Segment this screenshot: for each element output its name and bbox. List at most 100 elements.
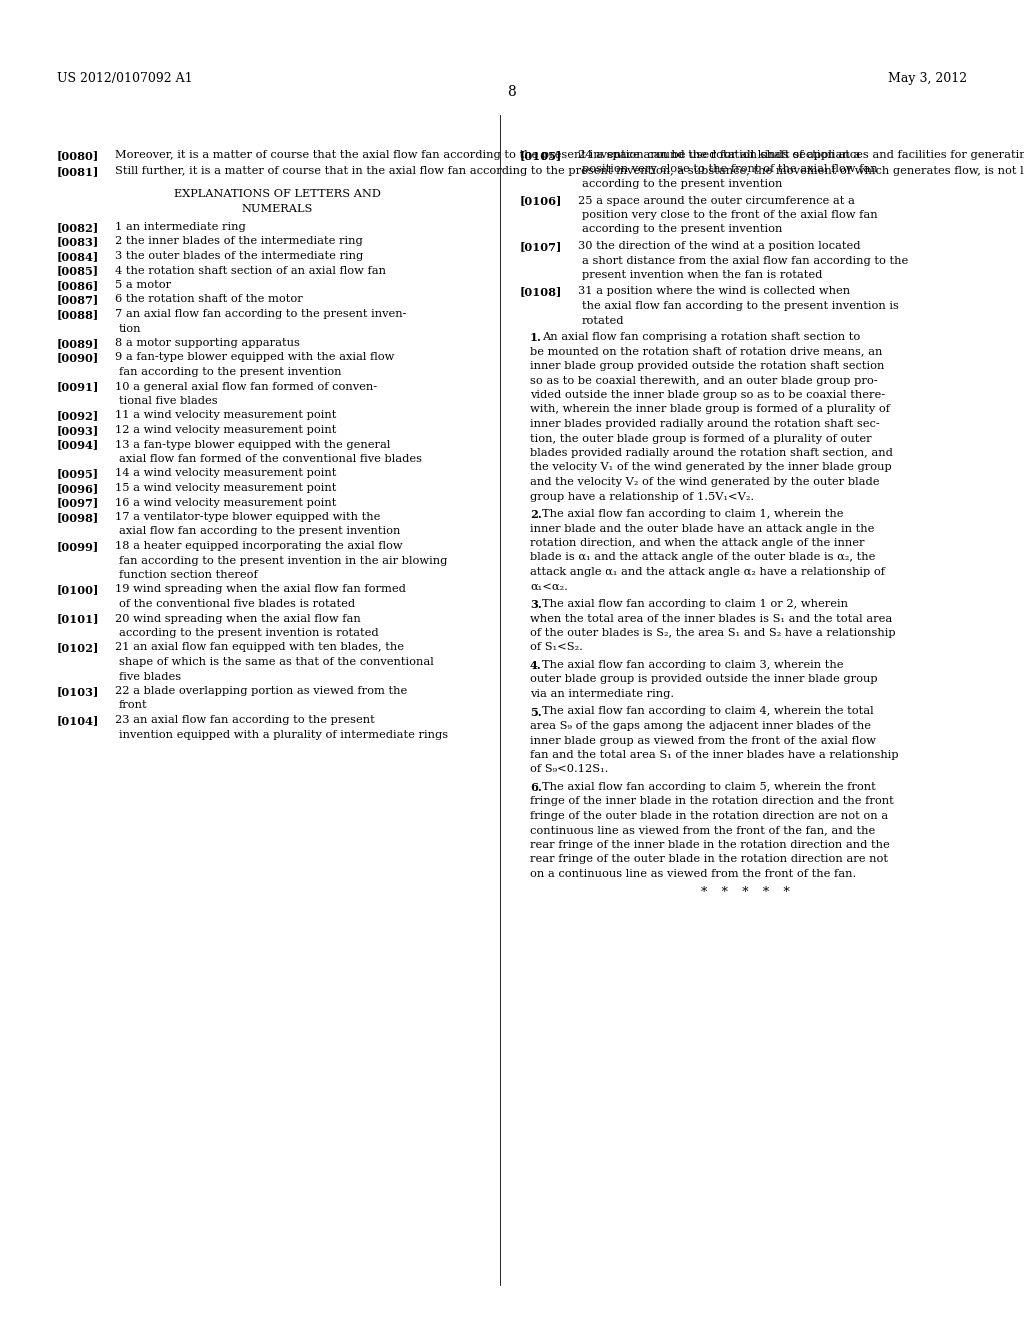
Text: The axial flow fan according to claim 3, wherein the: The axial flow fan according to claim 3,… — [542, 660, 844, 671]
Text: axial flow fan formed of the conventional five blades: axial flow fan formed of the conventiona… — [119, 454, 422, 465]
Text: [0080]: [0080] — [57, 150, 99, 161]
Text: of S₁<S₂.: of S₁<S₂. — [530, 643, 583, 652]
Text: 13 a fan-type blower equipped with the general: 13 a fan-type blower equipped with the g… — [115, 440, 390, 450]
Text: outer blade group is provided outside the inner blade group: outer blade group is provided outside th… — [530, 675, 878, 685]
Text: 7 an axial flow fan according to the present inven-: 7 an axial flow fan according to the pre… — [115, 309, 407, 319]
Text: 22 a blade overlapping portion as viewed from the: 22 a blade overlapping portion as viewed… — [115, 686, 408, 696]
Text: The axial flow fan according to claim 4, wherein the total: The axial flow fan according to claim 4,… — [542, 706, 873, 717]
Text: 1.: 1. — [530, 333, 542, 343]
Text: with, wherein the inner blade group is formed of a plurality of: with, wherein the inner blade group is f… — [530, 404, 890, 414]
Text: [0092]: [0092] — [57, 411, 99, 421]
Text: tion, the outer blade group is formed of a plurality of outer: tion, the outer blade group is formed of… — [530, 433, 871, 444]
Text: rear fringe of the inner blade in the rotation direction and the: rear fringe of the inner blade in the ro… — [530, 840, 890, 850]
Text: Still further, it is a matter of course that in the axial flow fan according to : Still further, it is a matter of course … — [115, 166, 1024, 177]
Text: 21 an axial flow fan equipped with ten blades, the: 21 an axial flow fan equipped with ten b… — [115, 643, 404, 652]
Text: the axial flow fan according to the present invention is: the axial flow fan according to the pres… — [582, 301, 899, 312]
Text: [0091]: [0091] — [57, 381, 99, 392]
Text: [0108]: [0108] — [520, 286, 562, 297]
Text: [0096]: [0096] — [57, 483, 99, 494]
Text: [0098]: [0098] — [57, 512, 99, 523]
Text: invention equipped with a plurality of intermediate rings: invention equipped with a plurality of i… — [119, 730, 449, 739]
Text: [0083]: [0083] — [57, 236, 99, 248]
Text: The axial flow fan according to claim 5, wherein the front: The axial flow fan according to claim 5,… — [542, 781, 876, 792]
Text: [0089]: [0089] — [57, 338, 99, 348]
Text: 2.: 2. — [530, 510, 542, 520]
Text: [0081]: [0081] — [57, 166, 99, 177]
Text: 11 a wind velocity measurement point: 11 a wind velocity measurement point — [115, 411, 336, 421]
Text: tion: tion — [119, 323, 141, 334]
Text: 15 a wind velocity measurement point: 15 a wind velocity measurement point — [115, 483, 336, 492]
Text: [0085]: [0085] — [57, 265, 99, 276]
Text: group have a relationship of 1.5V₁<V₂.: group have a relationship of 1.5V₁<V₂. — [530, 491, 754, 502]
Text: 16 a wind velocity measurement point: 16 a wind velocity measurement point — [115, 498, 336, 507]
Text: front: front — [119, 701, 147, 710]
Text: vided outside the inner blade group so as to be coaxial there-: vided outside the inner blade group so a… — [530, 389, 885, 400]
Text: tional five blades: tional five blades — [119, 396, 218, 407]
Text: inner blade group as viewed from the front of the axial flow: inner blade group as viewed from the fro… — [530, 735, 876, 746]
Text: rear fringe of the outer blade in the rotation direction are not: rear fringe of the outer blade in the ro… — [530, 854, 888, 865]
Text: [0100]: [0100] — [57, 585, 99, 595]
Text: [0101]: [0101] — [57, 614, 99, 624]
Text: 9 a fan-type blower equipped with the axial flow: 9 a fan-type blower equipped with the ax… — [115, 352, 394, 363]
Text: function section thereof: function section thereof — [119, 570, 258, 579]
Text: 8 a motor supporting apparatus: 8 a motor supporting apparatus — [115, 338, 300, 348]
Text: The axial flow fan according to claim 1, wherein the: The axial flow fan according to claim 1,… — [542, 510, 844, 519]
Text: 30 the direction of the wind at a position located: 30 the direction of the wind at a positi… — [578, 242, 860, 251]
Text: area S₉ of the gaps among the adjacent inner blades of the: area S₉ of the gaps among the adjacent i… — [530, 721, 871, 731]
Text: position very close to the front of the axial flow fan: position very close to the front of the … — [582, 165, 878, 174]
Text: 5.: 5. — [530, 706, 542, 718]
Text: shape of which is the same as that of the conventional: shape of which is the same as that of th… — [119, 657, 434, 667]
Text: inner blades provided radially around the rotation shaft sec-: inner blades provided radially around th… — [530, 418, 880, 429]
Text: [0093]: [0093] — [57, 425, 99, 436]
Text: 3 the outer blades of the intermediate ring: 3 the outer blades of the intermediate r… — [115, 251, 364, 261]
Text: of the conventional five blades is rotated: of the conventional five blades is rotat… — [119, 599, 355, 609]
Text: axial flow fan according to the present invention: axial flow fan according to the present … — [119, 527, 400, 536]
Text: 24 a space around the rotation shaft section at a: 24 a space around the rotation shaft sec… — [578, 150, 860, 160]
Text: inner blade and the outer blade have an attack angle in the: inner blade and the outer blade have an … — [530, 524, 874, 533]
Text: attack angle α₁ and the attack angle α₂ have a relationship of: attack angle α₁ and the attack angle α₂ … — [530, 568, 885, 577]
Text: according to the present invention: according to the present invention — [582, 180, 782, 189]
Text: [0087]: [0087] — [57, 294, 99, 305]
Text: five blades: five blades — [119, 672, 181, 681]
Text: fan according to the present invention in the air blowing: fan according to the present invention i… — [119, 556, 447, 565]
Text: *   *   *   *   *: * * * * * — [700, 887, 790, 899]
Text: so as to be coaxial therewith, and an outer blade group pro-: so as to be coaxial therewith, and an ou… — [530, 375, 878, 385]
Text: of S₉<0.12S₁.: of S₉<0.12S₁. — [530, 764, 608, 775]
Text: according to the present invention: according to the present invention — [582, 224, 782, 235]
Text: 4 the rotation shaft section of an axial flow fan: 4 the rotation shaft section of an axial… — [115, 265, 386, 276]
Text: Moreover, it is a matter of course that the axial flow fan according to the pres: Moreover, it is a matter of course that … — [115, 150, 1024, 160]
Text: 20 wind spreading when the axial flow fan: 20 wind spreading when the axial flow fa… — [115, 614, 360, 623]
Text: May 3, 2012: May 3, 2012 — [888, 73, 967, 84]
Text: 12 a wind velocity measurement point: 12 a wind velocity measurement point — [115, 425, 336, 436]
Text: via an intermediate ring.: via an intermediate ring. — [530, 689, 674, 700]
Text: [0086]: [0086] — [57, 280, 99, 290]
Text: rotated: rotated — [582, 315, 625, 326]
Text: inner blade group provided outside the rotation shaft section: inner blade group provided outside the r… — [530, 360, 885, 371]
Text: continuous line as viewed from the front of the fan, and the: continuous line as viewed from the front… — [530, 825, 876, 836]
Text: [0105]: [0105] — [520, 150, 562, 161]
Text: 1 an intermediate ring: 1 an intermediate ring — [115, 222, 246, 232]
Text: 6 the rotation shaft of the motor: 6 the rotation shaft of the motor — [115, 294, 303, 305]
Text: present invention when the fan is rotated: present invention when the fan is rotate… — [582, 271, 822, 280]
Text: [0088]: [0088] — [57, 309, 99, 319]
Text: NUMERALS: NUMERALS — [242, 203, 312, 214]
Text: 6.: 6. — [530, 781, 542, 793]
Text: 19 wind spreading when the axial flow fan formed: 19 wind spreading when the axial flow fa… — [115, 585, 406, 594]
Text: [0107]: [0107] — [520, 242, 562, 252]
Text: 18 a heater equipped incorporating the axial flow: 18 a heater equipped incorporating the a… — [115, 541, 402, 550]
Text: 25 a space around the outer circumference at a: 25 a space around the outer circumferenc… — [578, 195, 855, 206]
Text: US 2012/0107092 A1: US 2012/0107092 A1 — [57, 73, 193, 84]
Text: rotation direction, and when the attack angle of the inner: rotation direction, and when the attack … — [530, 539, 864, 548]
Text: [0099]: [0099] — [57, 541, 99, 552]
Text: 4.: 4. — [530, 660, 542, 671]
Text: An axial flow fan comprising a rotation shaft section to: An axial flow fan comprising a rotation … — [542, 333, 860, 342]
Text: the velocity V₁ of the wind generated by the inner blade group: the velocity V₁ of the wind generated by… — [530, 462, 892, 473]
Text: [0084]: [0084] — [57, 251, 99, 261]
Text: position very close to the front of the axial flow fan: position very close to the front of the … — [582, 210, 878, 220]
Text: 23 an axial flow fan according to the present: 23 an axial flow fan according to the pr… — [115, 715, 375, 725]
Text: according to the present invention is rotated: according to the present invention is ro… — [119, 628, 379, 638]
Text: be mounted on the rotation shaft of rotation drive means, an: be mounted on the rotation shaft of rota… — [530, 346, 883, 356]
Text: fringe of the inner blade in the rotation direction and the front: fringe of the inner blade in the rotatio… — [530, 796, 894, 807]
Text: 3.: 3. — [530, 599, 542, 610]
Text: [0097]: [0097] — [57, 498, 99, 508]
